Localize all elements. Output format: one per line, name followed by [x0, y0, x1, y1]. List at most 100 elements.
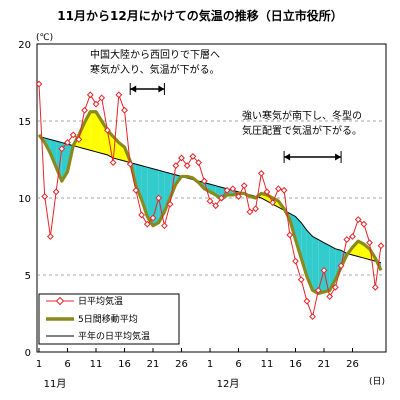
annotation-2-line-1: 強い寒気が南下し、冬型の: [242, 109, 362, 122]
month-label-nov: 11月: [44, 378, 67, 390]
daily-point: [121, 106, 128, 114]
daily-point: [212, 202, 220, 210]
daily-point: [331, 283, 339, 291]
y-tick-label: 15: [18, 117, 31, 128]
daily-point: [81, 106, 89, 114]
arrow-head-right: [158, 85, 165, 93]
daily-point: [366, 239, 374, 247]
annotation-2-line-2: 気圧配置で気温が下がる。: [242, 124, 362, 137]
x-tick-label: 1: [207, 359, 213, 370]
below-normal-fill: [312, 236, 319, 294]
daily-point: [274, 185, 282, 193]
x-tick-label: 6: [64, 359, 70, 370]
daily-point: [206, 197, 214, 205]
daily-point: [360, 220, 368, 228]
below-normal-fill: [324, 242, 330, 292]
daily-point: [41, 193, 49, 200]
daily-point: [195, 159, 203, 166]
below-normal-fill: [147, 167, 153, 226]
annotation-1-line-2: 寒気が入り、気温が下がる。: [90, 63, 220, 76]
above-normal-fill: [96, 111, 102, 154]
x-tick-label: 11: [261, 359, 274, 370]
daily-point: [52, 188, 60, 196]
daily-point: [286, 231, 294, 239]
daily-point: [377, 242, 385, 250]
x-tick-label: 26: [175, 359, 188, 370]
daily-point: [309, 313, 317, 320]
arrow-head-left: [130, 85, 137, 93]
daily-point: [343, 236, 351, 243]
daily-point: [223, 186, 231, 194]
daily-point: [178, 154, 185, 162]
daily-point: [349, 233, 356, 240]
daily-point: [229, 185, 237, 193]
daily-point: [257, 169, 265, 177]
x-tick-label: 26: [346, 359, 359, 370]
daily-markers: [35, 80, 385, 320]
below-normal-fill: [135, 164, 142, 200]
daily-point: [138, 211, 146, 219]
daily-point: [354, 216, 362, 223]
annotation-2-arrow: [283, 151, 342, 163]
below-normal-fill: [158, 170, 165, 223]
below-normal-fill: [56, 141, 62, 182]
daily-point: [235, 193, 242, 200]
x-tick-label: 6: [235, 359, 241, 370]
annotation-1-arrow: [129, 83, 165, 95]
below-normal-fill: [335, 248, 342, 280]
x-tick-label: 21: [318, 359, 331, 370]
daily-point: [58, 145, 66, 153]
daily-point: [149, 214, 157, 222]
daily-point: [109, 159, 117, 166]
y-tick-label: 5: [25, 271, 31, 282]
moving-average-line: [37, 110, 383, 296]
daily-point: [64, 139, 71, 146]
legend: 日平均気温 5日間移動平均 平年の日平均気温: [38, 293, 180, 345]
x-tick-label: 11: [90, 359, 103, 370]
daily-point: [183, 162, 191, 170]
daily-point: [252, 205, 260, 213]
daily-point: [263, 188, 271, 196]
daily-point: [297, 276, 305, 284]
daily-point: [371, 283, 379, 291]
chart-title: 11月から12月にかけての気温の推移（日立市役所）: [57, 8, 342, 23]
y-tick-label: 10: [18, 194, 31, 205]
daily-point: [92, 100, 100, 108]
x-unit-label: (日): [369, 376, 385, 387]
daily-point: [246, 208, 254, 216]
daily-point: [200, 177, 208, 185]
below-normal-fill: [301, 222, 307, 277]
x-tick-label: 16: [289, 359, 302, 370]
x-tick-label: 21: [147, 359, 160, 370]
daily-point: [320, 266, 328, 274]
daily-point: [280, 186, 288, 194]
daily-point: [337, 262, 345, 270]
daily-point: [46, 233, 54, 240]
daily-point: [143, 220, 151, 228]
daily-point: [103, 126, 111, 134]
x-tick-label: 1: [36, 359, 42, 370]
daily-point: [189, 153, 197, 160]
daily-point: [126, 160, 134, 168]
daily-point: [269, 199, 277, 207]
x-tick-labels: 1 6 11 16 21 26 1 6 11 16 21 26: [36, 348, 359, 370]
below-normal-fill: [318, 239, 324, 294]
arrow-head-left: [284, 153, 291, 161]
legend-diamond-icon: [55, 296, 65, 306]
y-tick-labels: 0 5 10 15 20: [18, 40, 31, 359]
below-normal-fill: [295, 216, 302, 259]
legend-label-moving-avg: 5日間移動平均: [78, 313, 138, 325]
daily-point: [132, 186, 140, 194]
daily-point: [160, 222, 168, 230]
daily-point: [217, 194, 225, 202]
month-label-dec: 12月: [217, 378, 240, 390]
arrow-head-right: [335, 153, 342, 161]
daily-point: [326, 293, 334, 300]
above-normal-fill: [358, 241, 364, 259]
daily-point: [303, 297, 311, 305]
x-tick-label: 16: [118, 359, 131, 370]
below-normal-fill: [306, 230, 313, 291]
daily-point: [155, 194, 163, 202]
daily-point: [98, 94, 106, 102]
y-tick-label: 0: [25, 348, 31, 359]
